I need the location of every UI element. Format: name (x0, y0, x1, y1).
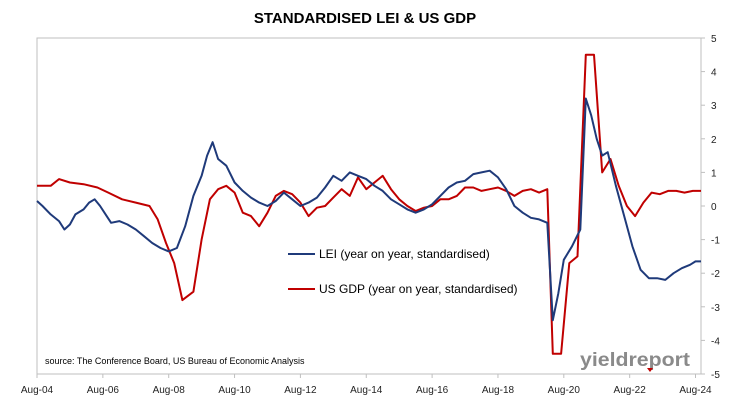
legend-label-gdp: US GDP (year on year, standardised) (319, 282, 518, 296)
source-note: source: The Conference Board, US Bureau … (45, 356, 305, 366)
legend-label-lei: LEI (year on year, standardised) (319, 247, 490, 261)
y-tick-label: 4 (711, 68, 717, 79)
y-tick-label: 1 (711, 168, 717, 179)
y-tick-label: -2 (711, 269, 720, 280)
y-tick-label: -5 (711, 370, 720, 381)
x-tick-label: Aug-20 (548, 385, 581, 396)
x-tick-label: Aug-06 (87, 385, 120, 396)
x-tick-label: Aug-08 (153, 385, 186, 396)
series-line-lei (36, 97, 701, 322)
chart-title: STANDARDISED LEI & US GDP (253, 10, 477, 27)
x-tick-label: Aug-24 (679, 385, 712, 396)
y-tick-label: 3 (711, 101, 717, 112)
y-tick-label: -1 (711, 236, 720, 247)
x-tick-label: Aug-16 (416, 385, 449, 396)
brand-marker-icon (647, 368, 653, 372)
y-tick-label: -3 (711, 303, 720, 314)
brand-text: yieldreport (580, 350, 691, 371)
x-tick-label: Aug-04 (21, 385, 54, 396)
x-tick-label: Aug-10 (218, 385, 251, 396)
x-tick-label: Aug-12 (284, 385, 317, 396)
plot-area (36, 37, 702, 375)
y-tick-label: 0 (711, 202, 717, 213)
x-tick-label: Aug-14 (350, 385, 383, 396)
brand-logo: yieldreport (580, 350, 691, 372)
x-tick-label: Aug-22 (614, 385, 647, 396)
x-tick-label: Aug-18 (482, 385, 515, 396)
y-tick-label: -4 (711, 336, 720, 347)
y-tick-label: 2 (711, 135, 717, 146)
y-tick-label: 5 (711, 34, 717, 45)
series-line-gdp (37, 53, 701, 355)
